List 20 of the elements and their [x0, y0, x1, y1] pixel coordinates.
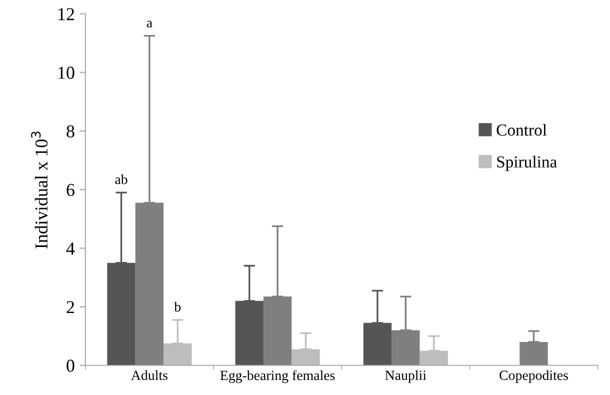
annotation: a: [146, 20, 152, 28]
y-tick-label: 4: [66, 242, 75, 254]
legend-label: Control: [496, 124, 547, 136]
y-tick-label: 10: [58, 66, 74, 79]
annotation: b: [174, 302, 181, 312]
x-tick-label: Nauplii: [385, 370, 426, 383]
x-tick-label: Adults: [131, 370, 168, 380]
legend-label: Spirulina: [497, 156, 557, 171]
y-axis-title: Individual x 10$^{3}$: [31, 132, 48, 249]
bar: [520, 342, 548, 366]
x-tick-label: Egg-bearing females: [220, 370, 335, 384]
bar: [235, 300, 264, 366]
y-tick-label: 2: [66, 301, 74, 314]
y-tick-label: 0: [66, 360, 74, 372]
x-tick-label: Copepodites: [500, 370, 568, 383]
y-tick-label: 8: [66, 125, 74, 138]
y-tick-label: 12: [58, 8, 74, 20]
y-tick-label: 6: [66, 184, 74, 196]
bar: [263, 296, 292, 366]
annotation: ab: [115, 174, 128, 184]
